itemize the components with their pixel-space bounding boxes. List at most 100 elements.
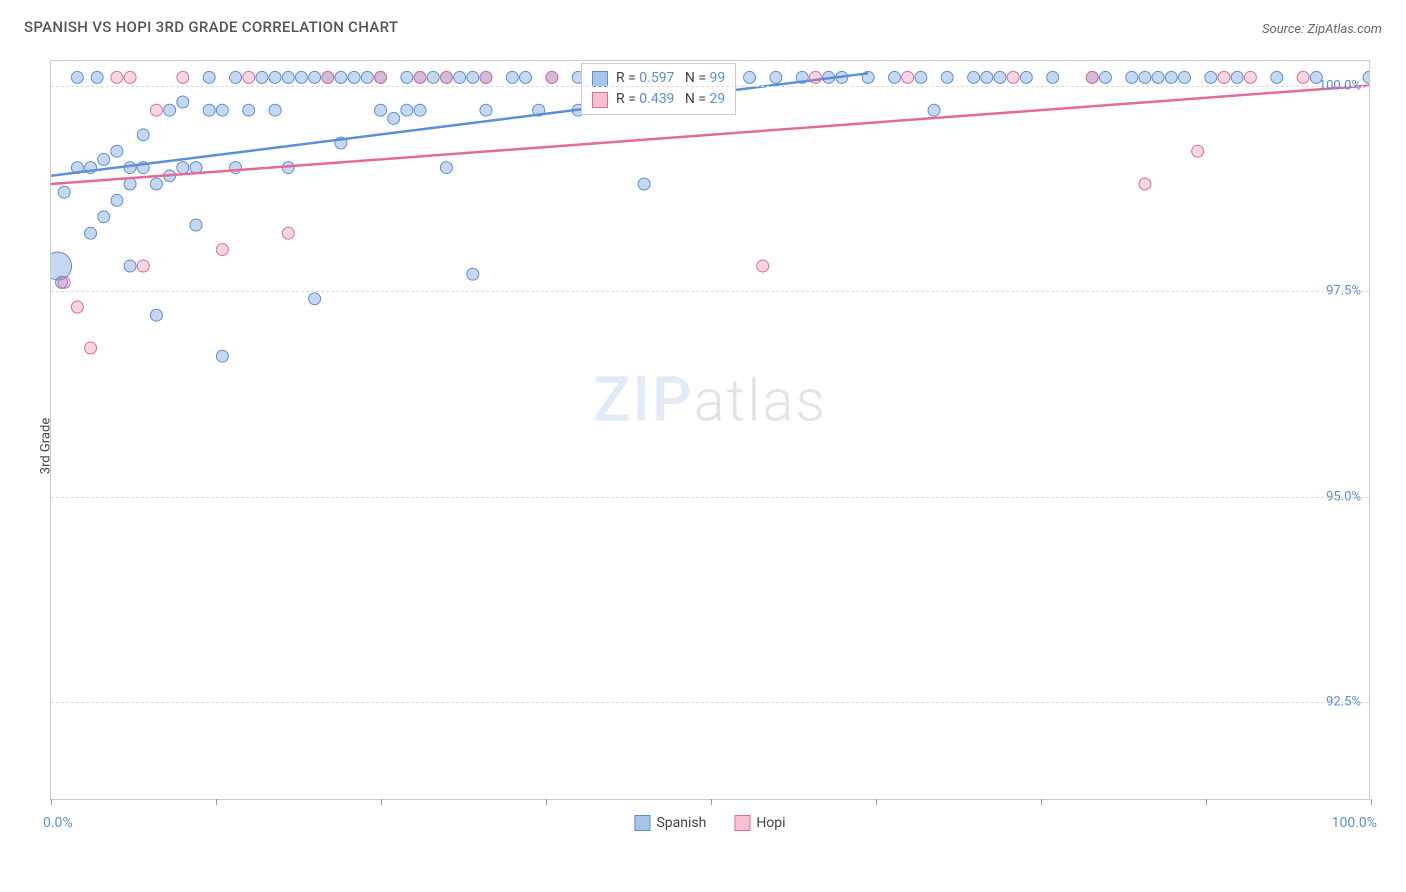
scatter-point-spanish xyxy=(348,71,360,83)
scatter-point-spanish xyxy=(1205,71,1217,83)
scatter-point-spanish xyxy=(968,71,980,83)
scatter-point-hopi xyxy=(1244,71,1256,83)
scatter-point-spanish xyxy=(519,71,531,83)
trend-line-spanish xyxy=(51,73,868,176)
scatter-point-spanish xyxy=(58,186,70,198)
scatter-point-hopi xyxy=(546,71,558,83)
scatter-point-hopi xyxy=(177,71,189,83)
scatter-point-spanish xyxy=(361,71,373,83)
x-tick xyxy=(546,799,547,805)
scatter-point-spanish xyxy=(480,104,492,116)
scatter-point-spanish xyxy=(1139,71,1151,83)
scatter-point-spanish xyxy=(203,104,215,116)
scatter-point-spanish xyxy=(401,71,413,83)
scatter-point-spanish xyxy=(375,104,387,116)
y-tick-label: 95.0% xyxy=(1326,489,1361,504)
stats-text-hopi: R = 0.439 N = 29 xyxy=(616,89,725,110)
scatter-point-spanish xyxy=(401,104,413,116)
scatter-point-hopi xyxy=(58,276,70,288)
legend-item-spanish: Spanish xyxy=(634,815,706,831)
scatter-point-hopi xyxy=(480,71,492,83)
scatter-point-spanish xyxy=(440,162,452,174)
scatter-point-spanish xyxy=(111,194,123,206)
scatter-point-spanish xyxy=(150,309,162,321)
scatter-point-spanish xyxy=(994,71,1006,83)
scatter-point-spanish xyxy=(150,178,162,190)
scatter-point-spanish xyxy=(941,71,953,83)
gridline xyxy=(51,291,1369,292)
y-tick-label: 92.5% xyxy=(1326,695,1361,710)
scatter-point-spanish xyxy=(98,153,110,165)
scatter-point-hopi xyxy=(1086,71,1098,83)
stats-swatch-spanish xyxy=(592,71,608,87)
x-tick xyxy=(876,799,877,805)
scatter-point-spanish xyxy=(414,104,426,116)
scatter-point-spanish xyxy=(295,71,307,83)
scatter-point-hopi xyxy=(282,227,294,239)
x-tick xyxy=(711,799,712,805)
legend-item-hopi: Hopi xyxy=(734,815,785,831)
scatter-point-hopi xyxy=(414,71,426,83)
x-tick xyxy=(1041,799,1042,805)
scatter-point-spanish xyxy=(915,71,927,83)
scatter-point-hopi xyxy=(1139,178,1151,190)
chart-container: SPANISH VS HOPI 3RD GRADE CORRELATION CH… xyxy=(0,0,1406,892)
scatter-point-spanish xyxy=(177,162,189,174)
scatter-point-spanish xyxy=(309,293,321,305)
scatter-point-spanish xyxy=(309,71,321,83)
scatter-point-spanish xyxy=(1152,71,1164,83)
stats-swatch-hopi xyxy=(592,92,608,108)
legend-swatch-hopi xyxy=(734,815,750,831)
scatter-point-spanish xyxy=(467,268,479,280)
correlation-stats-box: R = 0.597 N = 99R = 0.439 N = 29 xyxy=(581,63,736,115)
scatter-point-spanish xyxy=(1020,71,1032,83)
x-axis-min-label: 0.0% xyxy=(43,815,73,831)
scatter-point-hopi xyxy=(1297,71,1309,83)
scatter-point-spanish xyxy=(1231,71,1243,83)
scatter-point-spanish xyxy=(335,71,347,83)
scatter-point-spanish xyxy=(427,71,439,83)
scatter-point-spanish xyxy=(216,350,228,362)
legend-label-hopi: Hopi xyxy=(756,815,785,831)
x-tick xyxy=(1371,799,1372,805)
x-tick xyxy=(216,799,217,805)
scatter-point-hopi xyxy=(757,260,769,272)
scatter-point-spanish xyxy=(256,71,268,83)
scatter-point-spanish xyxy=(928,104,940,116)
scatter-point-hopi xyxy=(111,71,123,83)
scatter-point-spanish xyxy=(230,162,242,174)
scatter-point-hopi xyxy=(1218,71,1230,83)
chart-title: SPANISH VS HOPI 3RD GRADE CORRELATION CH… xyxy=(24,18,398,36)
scatter-point-hopi xyxy=(216,244,228,256)
x-tick xyxy=(51,799,52,805)
scatter-point-spanish xyxy=(388,112,400,124)
scatter-point-spanish xyxy=(85,227,97,239)
scatter-point-hopi xyxy=(85,342,97,354)
y-tick-label: 97.5% xyxy=(1326,284,1361,299)
scatter-point-spanish xyxy=(1126,71,1138,83)
scatter-point-hopi xyxy=(440,71,452,83)
scatter-point-hopi xyxy=(1007,71,1019,83)
scatter-point-hopi xyxy=(124,71,136,83)
scatter-point-spanish xyxy=(164,104,176,116)
scatter-point-spanish xyxy=(269,71,281,83)
scatter-point-spanish xyxy=(137,129,149,141)
legend-swatch-spanish xyxy=(634,815,650,831)
scatter-point-spanish xyxy=(1271,71,1283,83)
source-label: Source: ZipAtlas.com xyxy=(1262,22,1382,37)
scatter-point-hopi xyxy=(1192,145,1204,157)
gridline xyxy=(51,702,1369,703)
scatter-point-spanish xyxy=(269,104,281,116)
y-tick-label: 100.0% xyxy=(1319,78,1361,93)
x-tick xyxy=(381,799,382,805)
legend: Spanish Hopi xyxy=(634,815,785,831)
scatter-point-spanish xyxy=(51,252,72,280)
scatter-point-hopi xyxy=(137,260,149,272)
x-axis-max-label: 100.0% xyxy=(1332,815,1377,831)
scatter-point-hopi xyxy=(243,71,255,83)
scatter-point-spanish xyxy=(91,71,103,83)
scatter-point-hopi xyxy=(902,71,914,83)
scatter-point-hopi xyxy=(322,71,334,83)
scatter-point-spanish xyxy=(981,71,993,83)
plot-area: ZIPatlas R = 0.597 N = 99R = 0.439 N = 2… xyxy=(50,60,1370,800)
